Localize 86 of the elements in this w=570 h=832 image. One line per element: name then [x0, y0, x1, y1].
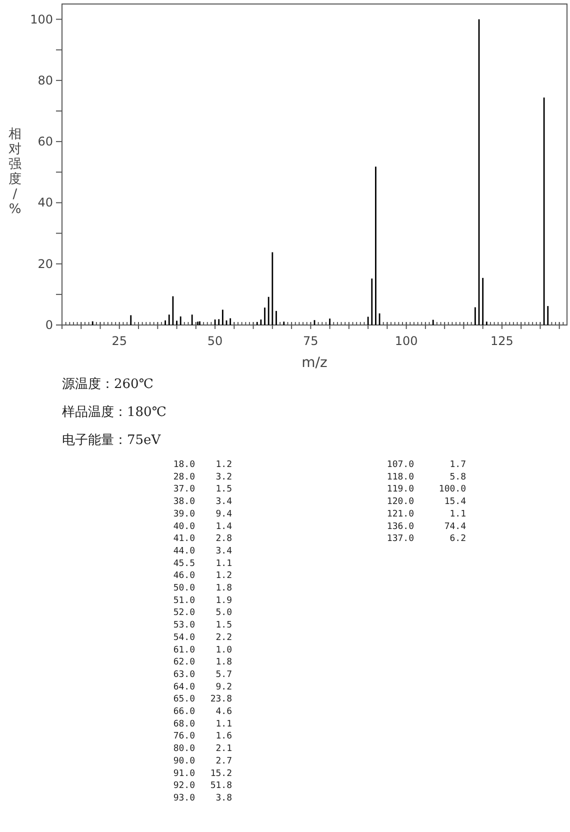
text: 40.0	[173, 522, 195, 532]
text: 1.1	[216, 719, 232, 730]
text: 1.4	[216, 522, 232, 532]
text: 38.0	[173, 497, 195, 508]
y-axis-title: 相对强度/%	[8, 127, 22, 217]
text: 63.0	[173, 670, 195, 680]
text: 1.9	[216, 596, 232, 606]
text: 90.0	[173, 756, 195, 766]
text: 1.2	[216, 460, 232, 470]
text: 6.2	[450, 534, 466, 544]
text: 1.2	[216, 571, 232, 582]
text: 100.0	[438, 484, 466, 495]
text: 51.8	[210, 781, 232, 792]
text: 2.7	[216, 756, 232, 766]
text: 样品温度：180℃	[62, 404, 166, 420]
text: 93.0	[173, 793, 195, 804]
text: 4.6	[216, 707, 232, 717]
text: 3.4	[216, 497, 232, 508]
text: 50.0	[173, 584, 195, 594]
text: 5.8	[450, 472, 466, 482]
text: 源温度：260℃	[62, 376, 154, 392]
text: 52.0	[173, 608, 195, 618]
text: 51.0	[173, 596, 195, 606]
text: 9.2	[216, 682, 232, 692]
text: 37.0	[173, 484, 195, 495]
x-axis-title: m/z	[302, 355, 328, 371]
text: 3.2	[216, 472, 232, 482]
text: 64.0	[173, 682, 195, 692]
text: 39.0	[173, 509, 195, 520]
text: 5.0	[216, 608, 232, 618]
text: 46.0	[173, 571, 195, 582]
text: 15.4	[444, 497, 466, 508]
y-tick-label: 40	[38, 196, 53, 210]
y-tick-label: 80	[38, 73, 53, 88]
text: 76.0	[173, 732, 195, 742]
y-tick-label: 100	[30, 12, 53, 26]
text: 118.0	[386, 472, 414, 482]
text: 3.8	[216, 793, 232, 804]
text: 1.5	[216, 484, 232, 495]
text: 66.0	[173, 707, 195, 717]
y-tick-label: 60	[38, 134, 53, 149]
text: 3.4	[216, 546, 232, 556]
y-tick-label: 0	[45, 318, 53, 332]
text: 65.0	[173, 694, 195, 705]
text: 120.0	[386, 497, 414, 508]
text: 电子能量：75eV	[62, 433, 162, 448]
text: 62.0	[173, 658, 195, 668]
text: 92.0	[173, 781, 195, 792]
text: 54.0	[173, 632, 195, 643]
text: 74.4	[444, 522, 466, 532]
y-tick-label: 20	[38, 256, 53, 271]
x-tick-label: 75	[303, 334, 318, 348]
text: 2.8	[216, 534, 232, 544]
x-tick-label: 50	[207, 334, 223, 348]
text: 121.0	[386, 509, 414, 520]
text: 5.7	[216, 670, 232, 680]
x-tick-label: 100	[394, 334, 418, 348]
x-tick-label: 25	[112, 334, 128, 348]
text: 1.7	[450, 460, 466, 470]
text: 9.4	[216, 509, 232, 520]
text: 1.8	[216, 584, 232, 594]
text: 28.0	[173, 472, 195, 482]
text: 91.0	[173, 768, 195, 779]
text: 53.0	[173, 620, 195, 631]
text: 119.0	[386, 484, 414, 495]
text: 1.8	[216, 658, 232, 668]
text: 23.8	[210, 694, 232, 705]
text: 44.0	[173, 546, 195, 556]
text: 2.1	[216, 744, 232, 754]
text: 1.6	[216, 732, 232, 742]
text: 41.0	[173, 534, 195, 544]
text: 1.5	[216, 620, 232, 631]
text: 2.2	[216, 632, 232, 643]
text: 61.0	[173, 645, 195, 656]
text: 137.0	[386, 534, 414, 544]
text: 107.0	[386, 460, 414, 470]
text: 15.2	[210, 768, 232, 779]
text: 18.0	[173, 460, 195, 470]
text: 1.0	[216, 645, 232, 656]
text: 45.5	[173, 558, 195, 569]
text: 1.1	[450, 509, 466, 520]
text: 136.0	[386, 522, 414, 532]
text: 80.0	[173, 744, 195, 754]
x-tick-label: 125	[490, 334, 514, 348]
text: 1.1	[216, 558, 232, 569]
text: 68.0	[173, 719, 195, 730]
